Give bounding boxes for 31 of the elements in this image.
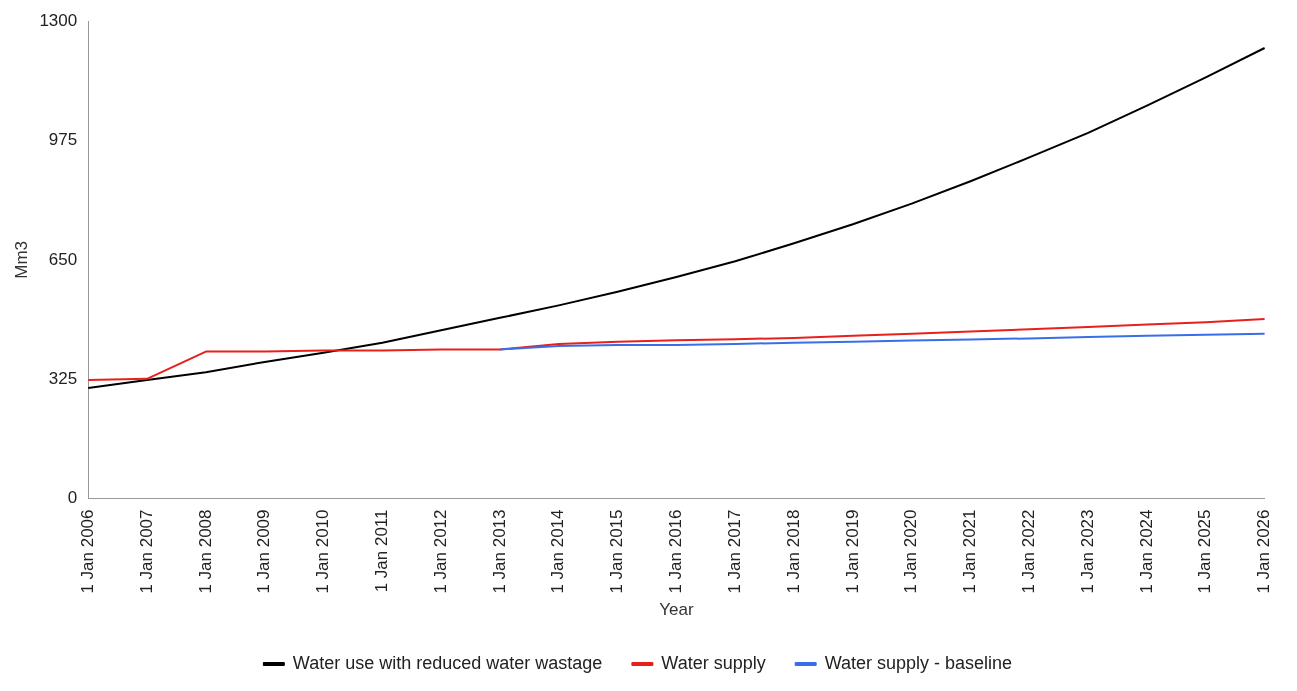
x-tick-label: 1 Jan 2020 <box>901 509 921 594</box>
y-tick-label: 325 <box>48 368 78 388</box>
x-tick-label: 1 Jan 2026 <box>1254 509 1274 594</box>
x-tick-label: 1 Jan 2010 <box>313 509 333 594</box>
x-tick-label: 1 Jan 2023 <box>1077 509 1097 594</box>
x-tick-label: 1 Jan 2008 <box>195 509 215 594</box>
x-tick-label: 1 Jan 2014 <box>548 509 568 594</box>
x-tick-label: 1 Jan 2007 <box>136 509 156 594</box>
x-tick-label: 1 Jan 2019 <box>842 509 862 594</box>
x-tick-label: 1 Jan 2024 <box>1136 509 1156 594</box>
x-tick-label: 1 Jan 2017 <box>724 509 744 594</box>
x-tick-label: 1 Jan 2016 <box>666 509 686 594</box>
x-tick-label: 1 Jan 2013 <box>489 509 509 594</box>
y-tick-label: 650 <box>48 249 78 269</box>
y-tick-label: 0 <box>67 488 78 508</box>
x-tick-label: 1 Jan 2021 <box>960 509 980 594</box>
legend-label: Water supply <box>661 652 766 673</box>
x-axis-title: Year <box>659 600 694 620</box>
x-tick-label: 1 Jan 2022 <box>1019 509 1039 594</box>
x-tick-label: 1 Jan 2012 <box>430 509 450 594</box>
x-tick-label: 1 Jan 2025 <box>1195 509 1215 594</box>
legend-label: Water supply - baseline <box>824 652 1013 673</box>
x-tick-label: 1 Jan 2009 <box>254 509 274 594</box>
y-tick-label: 975 <box>48 130 78 150</box>
x-tick-label: 1 Jan 2015 <box>607 509 627 594</box>
y-axis-title: Mm3 <box>11 240 31 279</box>
x-tick-label: 1 Jan 2006 <box>77 509 97 594</box>
x-tick-label: 1 Jan 2018 <box>783 509 803 594</box>
y-tick-label: 1300 <box>39 10 78 30</box>
x-tick-label: 1 Jan 2011 <box>372 509 391 593</box>
legend-label: Water use with reduced water wastage <box>292 652 603 673</box>
